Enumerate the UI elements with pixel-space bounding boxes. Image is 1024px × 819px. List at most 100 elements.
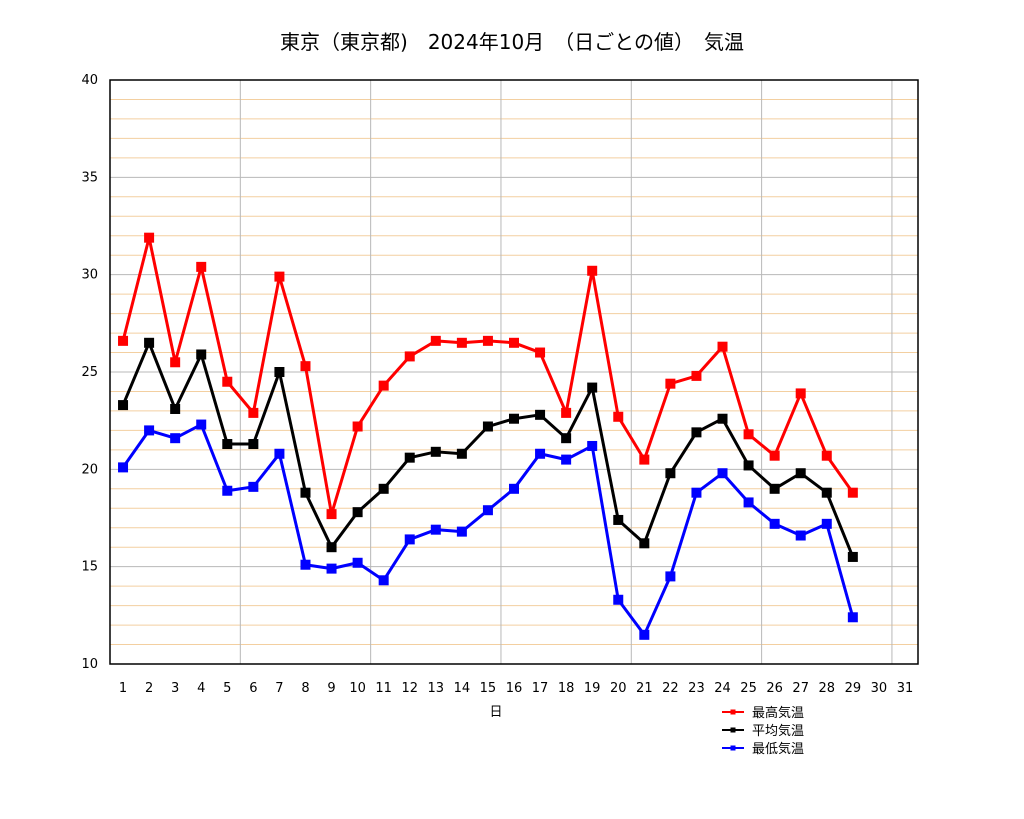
chart-title: 東京（東京都) 2024年10月 （日ごとの値） 気温: [280, 30, 744, 54]
x-tick-label: 18: [558, 681, 575, 696]
data-point: [144, 425, 155, 436]
data-point: [352, 557, 363, 568]
data-point: [222, 376, 233, 387]
x-tick-label: 7: [275, 681, 283, 696]
x-tick-label: 23: [688, 681, 705, 696]
data-point: [821, 487, 832, 498]
x-tick-label: 14: [454, 681, 471, 696]
x-tick-label: 27: [792, 681, 809, 696]
x-tick-label: 4: [197, 681, 205, 696]
x-tick-label: 2: [145, 681, 153, 696]
x-tick-label: 24: [714, 681, 731, 696]
x-tick-label: 13: [428, 681, 445, 696]
data-point: [769, 483, 780, 494]
data-point: [691, 487, 702, 498]
data-point: [456, 337, 467, 348]
data-point: [326, 509, 337, 520]
data-point: [196, 419, 207, 430]
data-point: [196, 261, 207, 272]
data-point: [248, 407, 259, 418]
data-point: [144, 337, 155, 348]
data-point: [118, 335, 129, 346]
data-point: [613, 514, 624, 525]
minor-gridlines: [110, 98, 918, 646]
legend-swatch-marker: [730, 709, 736, 715]
x-tick-label: 12: [401, 681, 418, 696]
data-point: [430, 335, 441, 346]
data-point: [717, 413, 728, 424]
x-tick-label: 8: [301, 681, 309, 696]
series-layer: [118, 232, 858, 640]
data-point: [274, 448, 285, 459]
y-tick-label: 40: [81, 73, 98, 88]
data-point: [535, 409, 546, 420]
data-point: [509, 337, 519, 348]
x-axis-label: 日: [489, 705, 502, 720]
data-point: [821, 450, 832, 461]
major-gridlines: [110, 80, 918, 664]
legend-label: 最低気温: [752, 741, 804, 757]
data-point: [300, 487, 311, 498]
x-tick-label: 3: [171, 681, 179, 696]
data-point: [821, 518, 832, 529]
legend-swatch-marker: [730, 745, 736, 751]
x-tick-label: 28: [819, 681, 836, 696]
data-point: [404, 351, 415, 362]
data-point: [717, 341, 728, 352]
x-tick-label: 6: [249, 681, 257, 696]
y-axis-ticks: 10 15 20 25 30 35 40: [81, 73, 98, 672]
data-point: [691, 370, 702, 381]
data-point: [795, 468, 806, 479]
data-point: [665, 468, 676, 479]
data-point: [170, 357, 181, 368]
x-tick-label: 15: [480, 681, 497, 696]
data-point: [587, 382, 598, 393]
x-tick-label: 11: [375, 681, 392, 696]
x-tick-label: 21: [636, 681, 653, 696]
data-point: [795, 530, 806, 541]
x-tick-label: 25: [740, 681, 757, 696]
data-point: [378, 483, 389, 494]
data-point: [587, 265, 598, 276]
data-point: [118, 400, 129, 411]
data-point: [248, 481, 259, 492]
data-point: [404, 452, 415, 463]
x-tick-label: 16: [506, 681, 523, 696]
x-tick-label: 10: [349, 681, 366, 696]
data-point: [691, 427, 702, 438]
legend-label: 平均気温: [752, 723, 804, 739]
data-point: [170, 433, 181, 444]
data-point: [847, 612, 858, 623]
x-tick-label: 1: [119, 681, 127, 696]
data-point: [274, 367, 285, 377]
x-tick-label: 29: [845, 681, 862, 696]
data-point: [482, 505, 493, 516]
y-tick-label: 30: [81, 268, 98, 283]
data-point: [378, 575, 389, 586]
x-tick-label: 20: [610, 681, 627, 696]
data-point: [222, 439, 233, 450]
data-point: [561, 407, 572, 418]
data-point: [482, 335, 493, 346]
data-point: [430, 524, 441, 535]
data-point: [300, 559, 311, 570]
legend-label: 最高気温: [752, 705, 804, 721]
data-point: [326, 563, 337, 574]
data-point: [170, 403, 181, 414]
data-point: [847, 487, 858, 498]
data-point: [352, 507, 363, 518]
series-2: [118, 337, 858, 562]
y-tick-label: 25: [81, 365, 98, 380]
data-point: [743, 460, 754, 471]
x-tick-label: 22: [662, 681, 679, 696]
data-point: [561, 433, 572, 444]
x-tick-label: 26: [766, 681, 783, 696]
data-point: [144, 232, 155, 243]
x-tick-label: 9: [327, 681, 335, 696]
data-point: [404, 534, 415, 545]
data-point: [248, 439, 259, 450]
data-point: [118, 462, 129, 473]
data-point: [456, 526, 467, 537]
data-point: [326, 542, 337, 553]
